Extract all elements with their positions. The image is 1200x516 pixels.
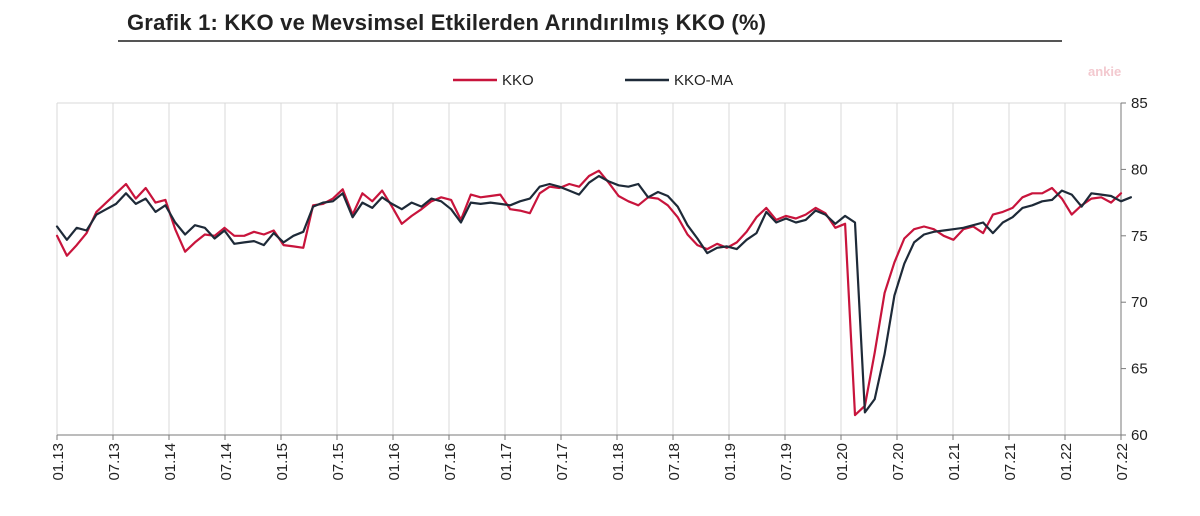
x-tick-label: 01.20 [834,443,851,481]
x-tick-label: 07.17 [554,443,571,481]
gridlines [56,103,1122,435]
y-tick-label: 65 [1131,361,1148,378]
x-tick-label: 01.18 [610,443,627,481]
series-line-kko-ma [55,174,1133,414]
y-tick-labels: 60 65 70 75 80 85 [1131,95,1148,444]
x-tick-labels: 01.13 07.13 01.14 07.14 01.15 07.15 01.16 07.16… [50,443,1131,481]
x-tick-label: 07.18 [666,443,683,481]
x-tick-label: 01.19 [722,443,739,481]
series-line-kko [55,169,1123,417]
x-tick-label: 01.13 [50,443,67,481]
axes [56,102,1126,440]
legend-label-kko-ma: KKO-MA [674,72,733,89]
y-tick-label: 85 [1131,95,1148,112]
legend-label-kko: KKO [502,72,534,89]
x-tick-label: 01.21 [946,443,963,481]
title-underline [118,40,1062,42]
x-tick-label: 01.22 [1058,443,1075,481]
x-tick-label: 07.19 [778,443,795,481]
watermark-logo: ankie [1088,64,1122,79]
y-tick-label: 75 [1131,228,1148,245]
x-tick-label: 07.13 [106,443,123,481]
x-tick-label: 01.15 [274,443,291,481]
x-tick-label: 07.14 [218,443,235,481]
x-tick-label: 01.16 [386,443,403,481]
x-tick-label: 01.17 [498,443,515,481]
x-tick-label: 07.21 [1002,443,1019,481]
x-tick-label: 07.22 [1114,443,1131,481]
legend: KKO KKO-MA [453,72,733,89]
x-tick-label: 07.15 [330,443,347,481]
y-tick-label: 60 [1131,427,1148,444]
y-tick-label: 80 [1131,161,1148,178]
y-tick-label: 70 [1131,294,1148,311]
chart-title: Grafik 1: KKO ve Mevsimsel Etkilerden Ar… [127,10,767,35]
series-group [55,169,1133,417]
x-tick-label: 01.14 [162,443,179,481]
x-tick-label: 07.20 [890,443,907,481]
x-tick-label: 07.16 [442,443,459,481]
